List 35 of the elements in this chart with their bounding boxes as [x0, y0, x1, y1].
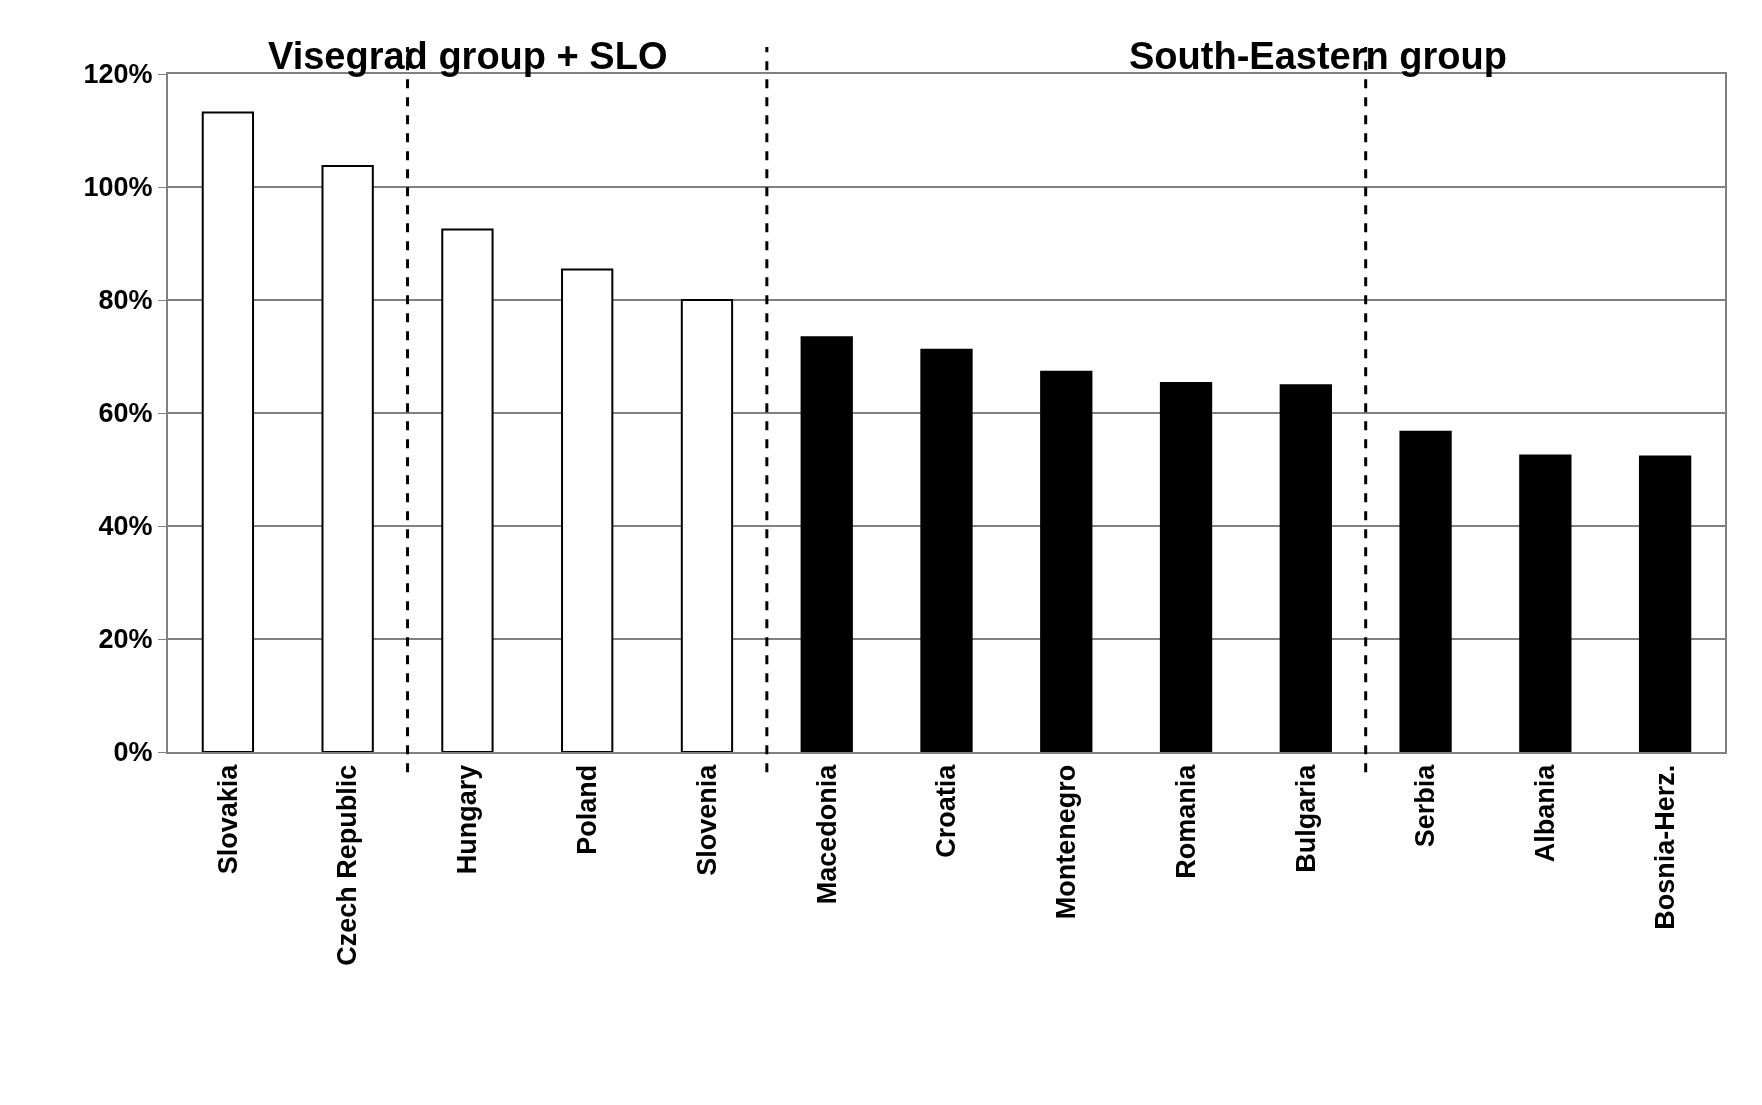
x-tick-label: Albania — [1530, 763, 1561, 863]
bar — [1519, 454, 1572, 752]
bar — [1279, 384, 1332, 752]
x-tick-label: Serbia — [1410, 763, 1441, 848]
x-tick-label: Romania — [1170, 763, 1201, 879]
x-tick-label: Bosnia-Herz. — [1649, 764, 1680, 930]
bar — [1040, 370, 1093, 752]
x-tick-label: Croatia — [931, 763, 962, 858]
x-tick-label: Slovakia — [212, 763, 243, 875]
y-tick-label: 80% — [98, 285, 153, 316]
x-tick-label: Poland — [571, 764, 602, 855]
x-tick-label: Bulgaria — [1290, 763, 1321, 873]
y-tick-label: 120% — [83, 59, 153, 90]
y-tick-label: 0% — [113, 737, 153, 768]
y-tick-label: 40% — [98, 511, 153, 542]
bar — [1399, 430, 1452, 752]
y-tick-label: 20% — [98, 624, 153, 655]
bar — [680, 299, 734, 752]
annotation: Visegrad group + SLO — [268, 35, 668, 77]
bar — [1159, 382, 1213, 752]
bar — [920, 348, 973, 752]
bar — [321, 165, 374, 752]
x-tick-label: Macedonia — [811, 763, 842, 905]
bar — [201, 111, 255, 752]
annotation: South-Eastern group — [1129, 35, 1507, 77]
bar — [561, 268, 614, 752]
bar — [1638, 455, 1692, 752]
y-tick-label: 100% — [83, 172, 153, 203]
bar — [441, 228, 494, 752]
x-tick-label: Slovenia — [691, 763, 722, 876]
y-tick-label: 60% — [98, 398, 153, 429]
x-tick-label: Montenegro — [1051, 764, 1082, 920]
bar — [800, 336, 853, 752]
x-tick-label: Hungary — [452, 764, 483, 875]
x-tick-label: Czech Republic — [332, 764, 363, 966]
